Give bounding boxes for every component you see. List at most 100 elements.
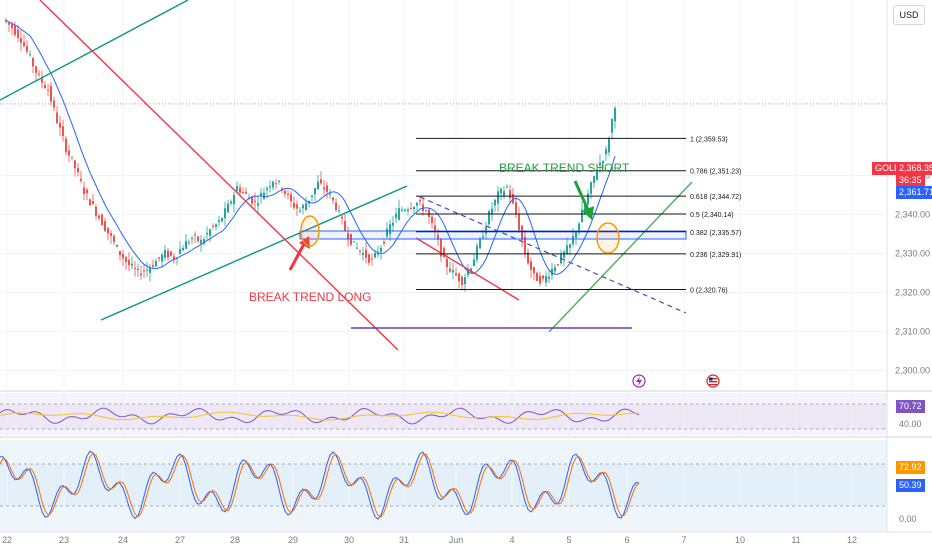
green-arrow-icon xyxy=(573,180,594,220)
candle-body xyxy=(143,270,145,272)
candle-body xyxy=(152,265,154,267)
candle-body xyxy=(494,199,496,206)
time-tick-label: 11 xyxy=(791,535,800,545)
candle-body xyxy=(155,261,157,267)
lightning-event-icon[interactable] xyxy=(632,374,646,388)
candle-body xyxy=(398,208,400,220)
candle-body xyxy=(173,256,175,260)
candle-body xyxy=(290,194,292,202)
time-tick-label: 23 xyxy=(59,535,69,545)
candle-body xyxy=(77,168,79,173)
candle-body xyxy=(296,204,298,209)
candle-body xyxy=(362,252,364,255)
time-tick-label: 4 xyxy=(509,535,514,545)
candle-body xyxy=(392,222,394,226)
candle-body xyxy=(491,208,493,215)
candle-body xyxy=(365,249,367,258)
candle-body xyxy=(527,252,529,264)
candle-body xyxy=(53,100,55,108)
candle-body xyxy=(377,252,379,255)
time-tick-label: 12 xyxy=(847,535,857,545)
candle-body xyxy=(320,179,322,184)
candle-body xyxy=(197,236,199,242)
candle-body xyxy=(38,73,40,75)
candle-body xyxy=(506,186,508,188)
candle-body xyxy=(524,236,526,255)
candle-body xyxy=(272,181,274,188)
candle-body xyxy=(407,209,409,212)
breakout-circle-long xyxy=(300,215,320,247)
candle-body xyxy=(122,254,124,259)
fib-level-label: 0.236 (2,329.91) xyxy=(690,252,741,259)
countdown-tag: 36:35 xyxy=(896,174,925,187)
candle-body xyxy=(410,208,412,210)
price-tick-label: 2,340.00 xyxy=(895,210,930,220)
candle-body xyxy=(242,192,244,194)
candle-body xyxy=(599,162,601,166)
candle-body xyxy=(347,233,349,240)
candle-body xyxy=(554,267,556,272)
candle-body xyxy=(425,210,427,212)
candle-body xyxy=(116,245,118,247)
candle-body xyxy=(221,218,223,222)
candle-body xyxy=(314,188,316,195)
candle-body xyxy=(62,126,64,137)
candle-body xyxy=(446,258,448,268)
candle-body xyxy=(404,210,406,212)
candle-body xyxy=(86,189,88,194)
main-pane-bg xyxy=(0,0,887,390)
us-flag-event-icon[interactable] xyxy=(706,374,720,388)
currency-button[interactable]: USD xyxy=(893,5,925,25)
candle-body xyxy=(233,194,235,205)
candle-body xyxy=(254,200,256,202)
stoch-level-label: 0.00 xyxy=(899,514,917,524)
candle-body xyxy=(251,196,253,204)
candle-body xyxy=(428,209,430,218)
candle-body xyxy=(455,273,457,276)
candle-body xyxy=(278,180,280,182)
candle-body xyxy=(8,22,10,25)
candle-body xyxy=(596,169,598,180)
candle-body xyxy=(47,89,49,91)
price-tick-label: 2,320.00 xyxy=(895,288,930,298)
last-price-tag: 2,368.35 xyxy=(896,162,932,175)
candle-body xyxy=(128,259,130,266)
candle-body xyxy=(305,203,307,211)
candle-body xyxy=(239,187,241,193)
candle-body xyxy=(614,108,616,122)
candle-body xyxy=(26,46,28,52)
candle-body xyxy=(218,220,220,223)
candle-body xyxy=(149,267,151,273)
candle-body xyxy=(341,216,343,219)
candle-body xyxy=(419,199,421,202)
candle-body xyxy=(44,85,46,89)
candle-body xyxy=(551,268,553,276)
candle-body xyxy=(383,241,385,244)
candle-body xyxy=(380,247,382,252)
candle-body xyxy=(179,249,181,254)
candle-body xyxy=(95,206,97,216)
candle-body xyxy=(140,273,142,276)
candle-body xyxy=(83,187,85,195)
candle-body xyxy=(59,122,61,128)
fib-level-label: 0 (2,320.76) xyxy=(690,288,728,295)
candle-body xyxy=(161,254,163,262)
candle-body xyxy=(119,250,121,256)
candle-body xyxy=(461,276,463,286)
red-trendline-long xyxy=(39,0,399,351)
candle-body xyxy=(482,236,484,238)
candle-body xyxy=(467,270,469,276)
candle-body xyxy=(578,223,580,233)
candle-body xyxy=(338,210,340,212)
stoch-k-tag: 72.92 xyxy=(896,461,925,474)
candle-body xyxy=(458,273,460,282)
candle-body xyxy=(263,192,265,200)
fib-retracement[interactable]: 1 (2,359.53) 0.786 (2,351.23) 0.618 (2,344… xyxy=(416,136,741,295)
candle-body xyxy=(566,245,568,254)
fib-level-label: 1 (2,359.53) xyxy=(690,136,728,143)
candle-body xyxy=(317,181,319,190)
fib-level-label: 0.786 (2,351.23) xyxy=(690,169,741,176)
drawings[interactable] xyxy=(0,0,693,351)
